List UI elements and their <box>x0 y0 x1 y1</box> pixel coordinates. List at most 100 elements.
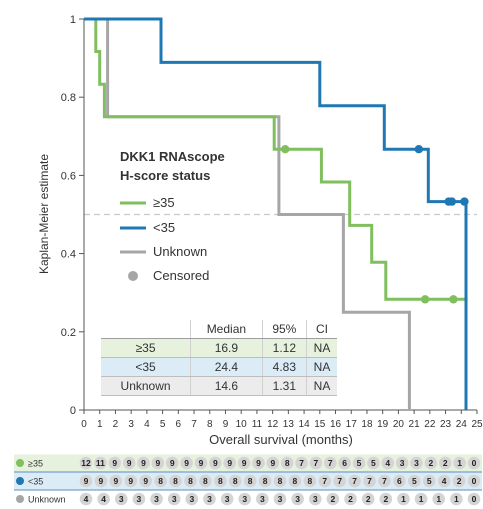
risk-count-badge <box>395 456 409 470</box>
risk-count: 7 <box>328 458 333 468</box>
risk-count: 3 <box>172 494 177 504</box>
axes: 00.20.40.60.810 1 2 3 4 5 6 7 8 9 10 11 12 13 14 15 16 17… <box>61 14 483 430</box>
risk-count-badge <box>228 474 242 488</box>
risk-row-label: ≥35 <box>28 459 43 469</box>
risk-count: 9 <box>128 476 133 486</box>
risk-count: 7 <box>382 476 387 486</box>
risk-count: 3 <box>154 494 159 504</box>
risk-row-marker <box>16 477 24 485</box>
risk-count: 9 <box>170 458 175 468</box>
risk-count: 8 <box>218 476 223 486</box>
legend-label-censored: Censored <box>153 268 209 283</box>
x-tick-label: 13 <box>283 419 295 430</box>
legend-censored-marker <box>128 271 138 281</box>
risk-count: 4 <box>101 494 106 504</box>
risk-count: 7 <box>299 458 304 468</box>
stats-ci-upper: NA <box>306 338 337 358</box>
risk-count: 9 <box>127 458 132 468</box>
x-tick-label: 14 <box>299 419 311 430</box>
risk-count-badge <box>352 456 366 470</box>
risk-count-badge <box>165 456 179 470</box>
stats-ci-lower: 1.12 <box>262 338 308 358</box>
stats-median: 14.6 <box>190 376 263 396</box>
risk-count-badge <box>408 474 421 488</box>
risk-count: 3 <box>189 494 194 504</box>
risk-count-badge <box>450 492 463 506</box>
x-tick-label: 15 <box>314 419 326 430</box>
x-tick-label: 7 <box>191 419 197 430</box>
risk-count-badge <box>214 474 227 488</box>
risk-count: 3 <box>400 458 405 468</box>
risk-count-badge <box>137 456 150 470</box>
risk-count-badge <box>266 456 280 470</box>
risk-row-label: <35 <box>28 477 43 487</box>
x-tick-label: 20 <box>393 419 405 430</box>
risk-count-badge <box>410 456 423 470</box>
y-tick-label: 0.6 <box>61 170 76 182</box>
risk-count-badge <box>309 456 323 470</box>
legend-label-unknown: Unknown <box>153 244 207 259</box>
risk-count-badge <box>453 456 466 470</box>
risk-count: 2 <box>443 458 448 468</box>
risk-count: 1 <box>419 494 424 504</box>
risk-count-badge <box>94 456 107 470</box>
risk-count-badge <box>323 456 337 470</box>
stats-median: 24.4 <box>190 357 263 377</box>
stats-row-unknown: Unknown 14.6 1.31 NA <box>101 376 337 396</box>
risk-count-badge <box>432 492 446 506</box>
risk-count-badge <box>237 456 251 470</box>
risk-count: 9 <box>84 476 89 486</box>
stats-header-row: Median 95% CI <box>101 320 337 339</box>
stats-header-ci: CI <box>306 320 337 339</box>
risk-count-badge <box>295 456 308 470</box>
censored-marker <box>449 295 458 304</box>
risk-count-badge <box>167 492 181 506</box>
risk-count-badge <box>348 474 361 488</box>
risk-count: 3 <box>207 494 212 504</box>
survival-curve-Unknown <box>84 17 411 410</box>
risk-count: 8 <box>173 476 178 486</box>
risk-count: 9 <box>112 458 117 468</box>
risk-count-badge <box>243 474 257 488</box>
risk-count: 5 <box>371 458 376 468</box>
x-tick-label: 19 <box>377 419 389 430</box>
risk-count: 9 <box>113 476 118 486</box>
stats-ci-upper: NA <box>306 376 337 396</box>
risk-count-badge <box>79 456 93 470</box>
legend: DKK1 RNAscope H-score status ≥35 <35 Unk… <box>120 149 225 283</box>
risk-count-badge <box>414 492 428 506</box>
risk-count-badge <box>150 492 163 506</box>
x-tick-label: 22 <box>424 419 436 430</box>
risk-count: 6 <box>342 458 347 468</box>
risk-count: 2 <box>429 458 434 468</box>
risk-count: 2 <box>457 476 462 486</box>
risk-count-badge <box>132 492 146 506</box>
risk-count: 0 <box>472 458 477 468</box>
risk-count-badge <box>238 492 252 506</box>
x-tick-label: 25 <box>471 419 483 430</box>
risk-count-badge <box>194 456 208 470</box>
risk-count-badge <box>220 492 234 506</box>
x-tick-label: 4 <box>144 419 150 430</box>
stats-header-group <box>101 320 192 339</box>
risk-count: 3 <box>225 494 230 504</box>
risk-count: 11 <box>96 458 105 468</box>
risk-count: 8 <box>278 476 283 486</box>
risk-count: 9 <box>242 458 247 468</box>
risk-count: 3 <box>260 494 265 504</box>
risk-count-badge <box>424 456 438 470</box>
risk-count-badge <box>79 492 93 506</box>
censored-marker <box>414 145 424 154</box>
risk-row-marker <box>16 495 24 503</box>
risk-count-badge <box>199 474 212 488</box>
risk-count: 3 <box>295 494 300 504</box>
risk-count-badge <box>367 456 380 470</box>
risk-count-badge <box>288 474 302 488</box>
risk-count: 8 <box>158 476 163 486</box>
risk-count: 9 <box>256 458 261 468</box>
risk-count: 3 <box>119 494 124 504</box>
y-tick-label: 1 <box>70 14 76 26</box>
stats-group: Unknown <box>101 376 192 396</box>
risk-count: 9 <box>270 458 275 468</box>
x-tick-label: 23 <box>440 419 452 430</box>
